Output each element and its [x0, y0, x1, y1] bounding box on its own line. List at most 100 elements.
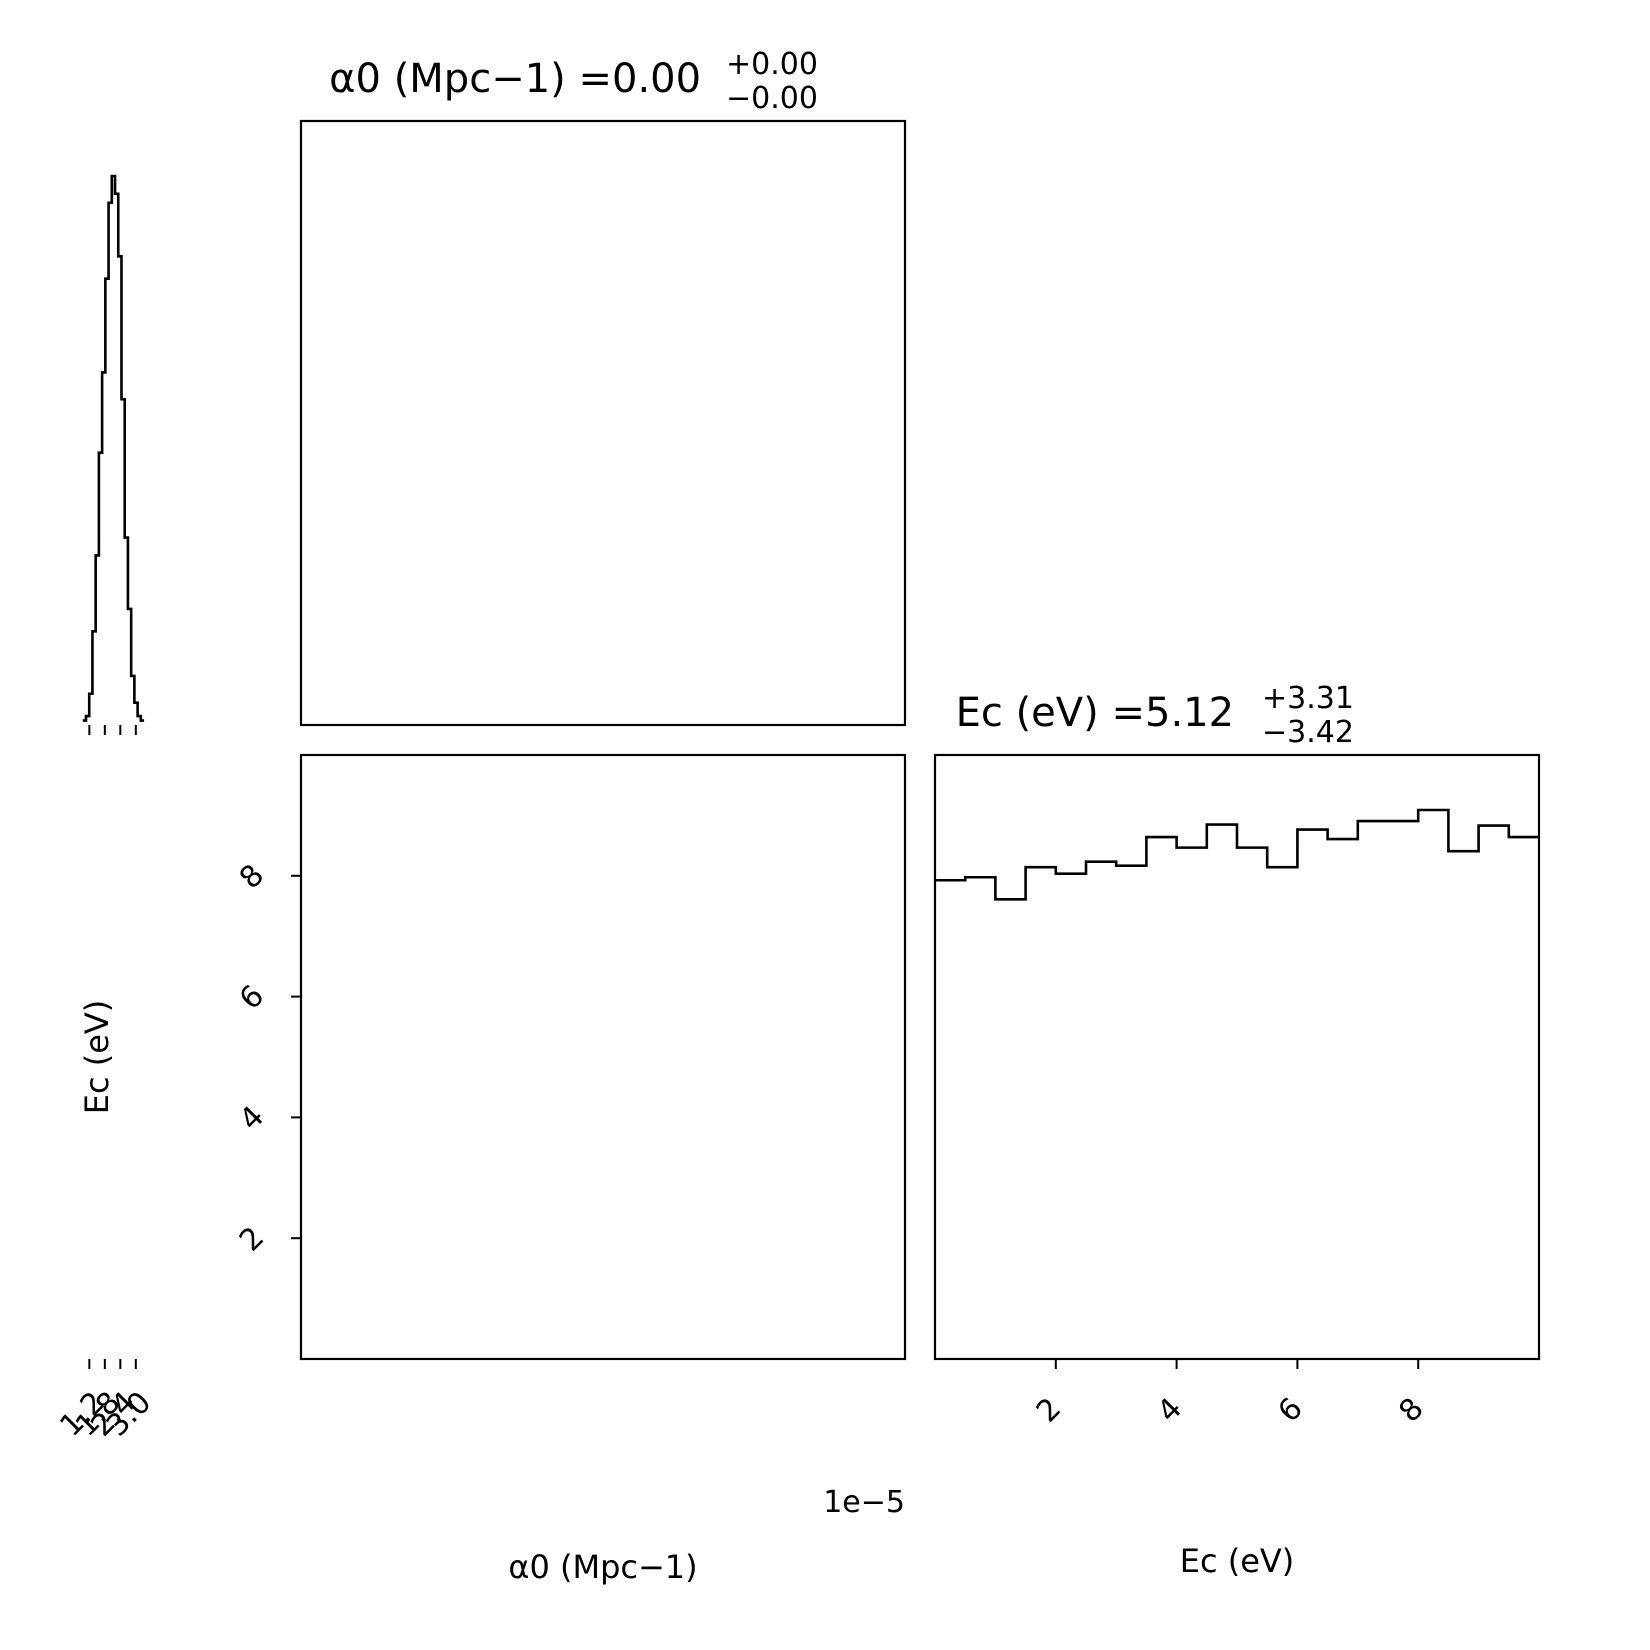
density-cell [131, 846, 135, 877]
density-cell [115, 1208, 119, 1239]
scatter-point [126, 1146, 130, 1150]
scatter-point [124, 1247, 128, 1251]
density-cell [109, 846, 113, 877]
density-cell [96, 1117, 100, 1148]
scatter-point [93, 996, 97, 1000]
scatter-point [127, 840, 131, 844]
scatter-point [122, 1260, 126, 1264]
scatter-point [123, 1284, 127, 1288]
scatter-point [93, 1278, 97, 1282]
density-cell [109, 936, 113, 967]
density-cell [125, 906, 129, 937]
scatter-point [122, 1121, 126, 1125]
density-cell [105, 846, 109, 877]
scatter-point [97, 1279, 101, 1283]
density-cell [96, 1299, 100, 1330]
scatter-point [97, 1302, 101, 1306]
scatter-point [129, 1275, 133, 1279]
scatter-point [122, 1109, 126, 1113]
density-cell [115, 815, 119, 846]
ec-tick-label-2: 6 [233, 979, 271, 1017]
density-cell [96, 785, 100, 816]
scatter-point [96, 1276, 100, 1280]
density-cell [131, 1238, 135, 1269]
scatter-point [92, 1255, 96, 1259]
density-cell [121, 1087, 125, 1118]
density-cell [131, 815, 135, 846]
scatter-point [133, 1240, 137, 1244]
density-cell [118, 1057, 122, 1088]
density-cell [96, 876, 100, 907]
scatter-point [122, 1217, 126, 1221]
ec-tick-label-1: 4 [233, 1099, 271, 1137]
scatter-point [85, 1157, 89, 1161]
scatter-point [94, 897, 98, 901]
scatter-point [124, 909, 128, 913]
density-cell [131, 755, 135, 786]
scatter-point [124, 959, 128, 963]
scatter-point [97, 1142, 101, 1146]
scatter-point [126, 1294, 130, 1298]
density-cell [99, 1268, 103, 1299]
density-cell [99, 1208, 103, 1239]
scatter-point [123, 1250, 127, 1254]
density-cell [89, 966, 93, 997]
density-cell [105, 1329, 109, 1360]
scatter-point [96, 870, 100, 874]
scatter-point [122, 850, 126, 854]
scatter-point [123, 1317, 127, 1321]
density-cell [102, 876, 106, 907]
density-cell [125, 1238, 129, 1269]
scatter-point [89, 788, 93, 792]
ec-tick-label-3: 8 [233, 858, 271, 896]
scatter-point [93, 868, 97, 872]
density-cell [92, 815, 96, 846]
scatter-point [97, 1143, 101, 1147]
scatter-point [123, 772, 127, 776]
scatter-point [97, 974, 101, 978]
alpha0-histogram-xticks [88, 725, 137, 735]
scatter-point [87, 905, 91, 909]
density-cell [89, 906, 93, 937]
scatter-point [96, 990, 100, 994]
scatter-point [125, 1048, 129, 1052]
scatter-point [97, 884, 101, 888]
scatter-point [94, 1198, 98, 1202]
scatter-point [122, 911, 126, 915]
density-cell [92, 1238, 96, 1269]
scatter-point [98, 1191, 102, 1195]
density-cell [121, 1178, 125, 1209]
scatter-point [122, 1306, 126, 1310]
scatter-point [124, 1153, 128, 1157]
scatter-point [122, 1129, 126, 1133]
density-cell [102, 815, 106, 846]
density-cell [121, 997, 125, 1028]
scatter-point [95, 949, 99, 953]
scatter-point [123, 1153, 127, 1157]
ec-axis-label-y: Ec (eV) [78, 1000, 116, 1115]
scatter-point [87, 795, 91, 799]
density-cell [115, 846, 119, 877]
density-cell [92, 906, 96, 937]
scatter-point [91, 1166, 95, 1170]
density-cell [118, 846, 122, 877]
scatter-point [93, 1325, 97, 1329]
scatter-point [97, 1212, 101, 1216]
scatter-point [123, 944, 127, 948]
scatter-point [96, 830, 100, 834]
density-cell [118, 1178, 122, 1209]
density-cell [118, 1238, 122, 1269]
scatter-point [96, 1231, 100, 1235]
density-cell [112, 1117, 116, 1148]
scatter-point [94, 810, 98, 814]
density-cell [105, 755, 109, 786]
scatter-point [122, 1207, 126, 1211]
ec-hist-tick-label-0: 2 [1030, 1391, 1068, 1429]
scatter-point [97, 916, 101, 920]
ec-histogram-panel: 2 4 6 8 [933, 753, 1541, 1429]
scatter-point [124, 1215, 128, 1219]
scatter-point [97, 900, 101, 904]
density-cell [105, 876, 109, 907]
density-cell [89, 1299, 93, 1330]
ec-axis-ticks: 2 4 6 8 [233, 858, 301, 1258]
